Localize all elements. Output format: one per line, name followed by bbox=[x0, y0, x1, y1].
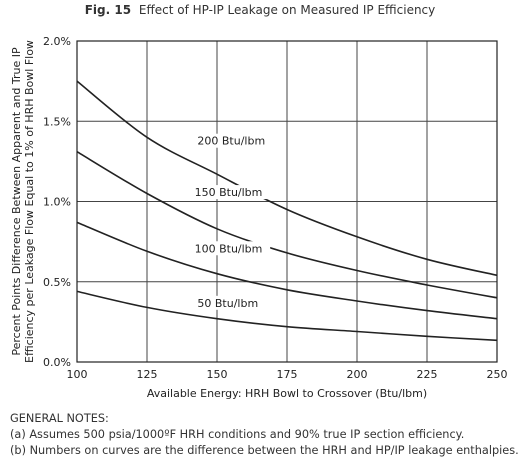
y-tick-label: 1.5% bbox=[43, 115, 71, 128]
x-tick-label: 125 bbox=[137, 368, 158, 381]
series-curve-3 bbox=[76, 290, 498, 342]
figure-number: Fig. 15 bbox=[84, 3, 132, 17]
x-tick-label: 100 bbox=[67, 368, 88, 381]
series-curve-2 bbox=[76, 221, 498, 320]
x-tick-label: 250 bbox=[487, 368, 508, 381]
note-a: (a) Assumes 500 psia/1000ºF HRH conditio… bbox=[10, 428, 465, 441]
series-curve-1 bbox=[76, 151, 498, 299]
y-tick-label: 0.5% bbox=[43, 276, 71, 289]
curve-label-0: 200 Btu/lbm bbox=[197, 135, 265, 148]
curve-label-2: 100 Btu/lbm bbox=[195, 242, 263, 255]
y-tick-label: 2.0% bbox=[43, 35, 71, 48]
curve-label-bg bbox=[194, 133, 273, 148]
general-notes: GENERAL NOTES: (a) Assumes 500 psia/1000… bbox=[10, 411, 519, 459]
note-b: (b) Numbers on curves are the difference… bbox=[10, 444, 519, 457]
x-tick-label: 200 bbox=[347, 368, 368, 381]
x-tick-label: 150 bbox=[207, 368, 228, 381]
curve-label-bg bbox=[191, 241, 271, 256]
figure-title: Fig. 15 Effect of HP-IP Leakage on Measu… bbox=[0, 3, 520, 17]
curve-label-bg bbox=[191, 185, 271, 200]
notes-heading: GENERAL NOTES: bbox=[10, 412, 109, 425]
x-tick-label: 175 bbox=[277, 368, 298, 381]
plot-frame bbox=[76, 40, 498, 363]
curve-label-3: 50 Btu/lbm bbox=[197, 297, 258, 310]
y-tick-label: 0.0% bbox=[43, 356, 71, 369]
y-tick-label: 1.0% bbox=[43, 196, 71, 209]
curve-label-1: 150 Btu/lbm bbox=[195, 186, 263, 199]
y-axis-title-line-2: Efficiency per Leakage Flow Equal to 1% … bbox=[23, 40, 36, 363]
figure-title-text: Effect of HP-IP Leakage on Measured IP E… bbox=[138, 3, 436, 17]
x-tick-label: 225 bbox=[417, 368, 438, 381]
x-axis-title: Available Energy: HRH Bowl to Crossover … bbox=[147, 387, 427, 400]
chart: 100 125 150 175 200 225 250 0.0% 0.5% 1.0% 1.5% 2.0… bbox=[10, 35, 508, 400]
y-axis-title-line-1: Percent Points Difference Between Appare… bbox=[10, 47, 23, 356]
curve-label-bg bbox=[194, 295, 267, 310]
series-curve-0 bbox=[76, 80, 498, 277]
